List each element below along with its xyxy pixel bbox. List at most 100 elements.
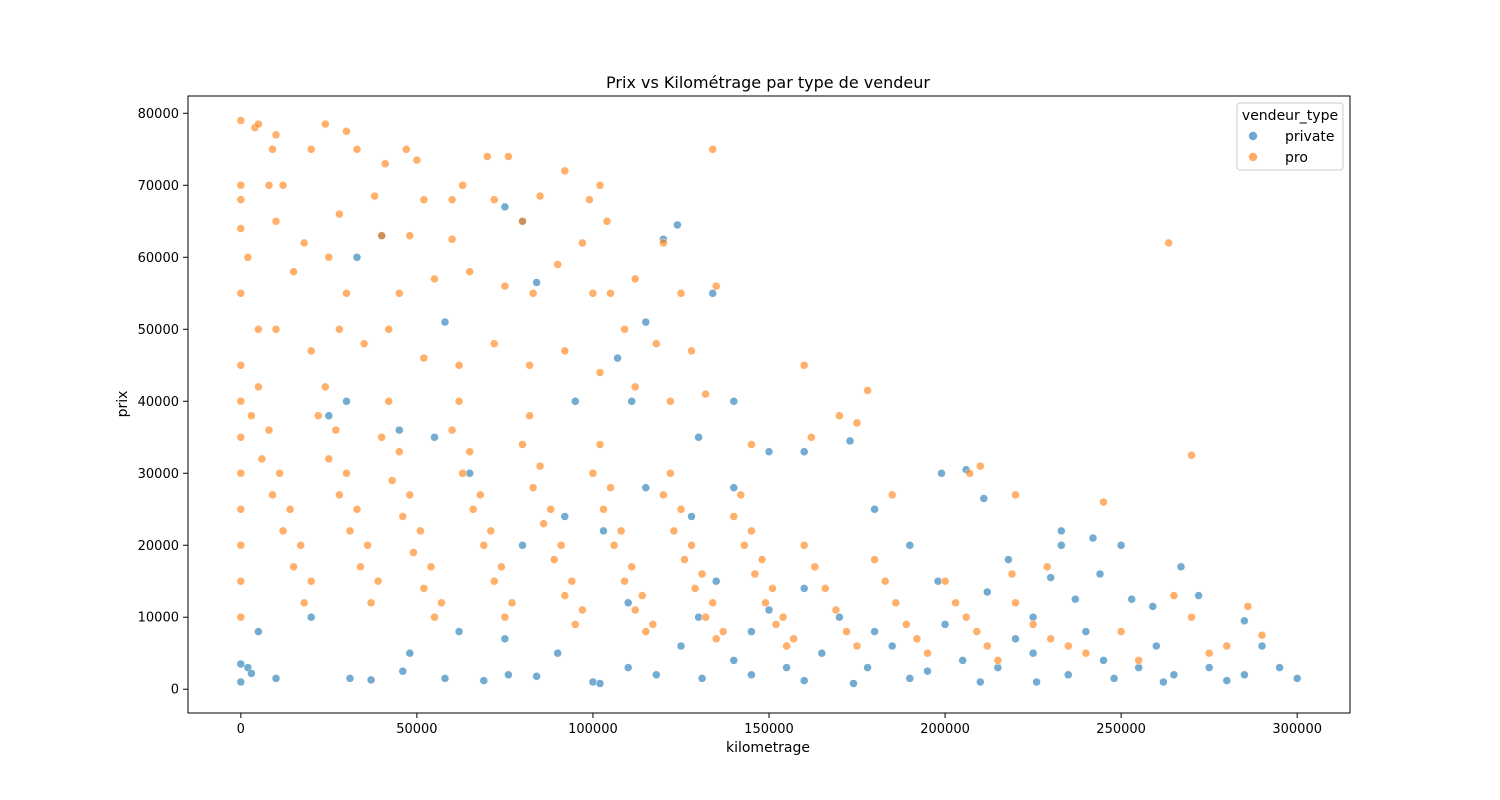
point-pro (1028, 620, 1038, 629)
x-tick-label: 0 (237, 722, 245, 737)
point-pro (676, 505, 686, 514)
point-private (479, 676, 489, 685)
point-pro (887, 490, 897, 500)
point-pro (342, 289, 351, 298)
point-private (1240, 670, 1249, 680)
point-pro (278, 526, 288, 536)
point-pro (363, 541, 372, 550)
point-pro (345, 526, 355, 536)
point-private (1057, 541, 1066, 550)
point-pro (299, 598, 309, 608)
point-pro (458, 181, 467, 190)
point-pro (490, 195, 499, 204)
point-pro (560, 166, 570, 176)
point-pro (1007, 569, 1017, 579)
point-pro (236, 116, 246, 125)
y-tick-label: 20000 (138, 539, 179, 554)
point-private (1046, 573, 1055, 582)
point-pro (560, 346, 570, 356)
y-tick-label: 50000 (138, 323, 179, 338)
point-private (1152, 641, 1161, 651)
point-private (306, 612, 316, 622)
point-private (405, 648, 415, 658)
point-private (933, 576, 943, 586)
points-layer (236, 116, 1302, 688)
point-pro (1164, 238, 1173, 248)
point-pro (373, 576, 383, 586)
x-tick-label: 50000 (396, 722, 437, 737)
point-private (366, 675, 376, 685)
point-private (729, 397, 739, 406)
point-pro (595, 368, 605, 377)
point-pro (359, 339, 369, 348)
point-private (518, 541, 527, 550)
point-pro (965, 469, 974, 478)
point-pro (321, 119, 330, 129)
x-tick-label: 200000 (920, 722, 970, 737)
x-axis-label: kilometrage (726, 740, 810, 756)
point-pro (740, 541, 749, 550)
point-private (627, 397, 636, 406)
point-pro (708, 598, 717, 608)
point-pro (666, 397, 675, 406)
point-pro (289, 267, 298, 276)
point-private (560, 512, 570, 521)
point-pro (525, 411, 534, 420)
point-private (623, 598, 633, 608)
point-pro (430, 612, 439, 622)
point-pro (447, 195, 457, 204)
point-pro (271, 217, 281, 226)
point-pro (384, 397, 393, 406)
point-pro (324, 454, 334, 464)
point-pro (370, 191, 379, 201)
point-pro (243, 253, 253, 262)
point-pro (236, 289, 246, 298)
point-pro (852, 418, 862, 428)
point-private (835, 612, 844, 622)
point-private (1134, 663, 1143, 672)
point-private (1240, 616, 1249, 626)
point-pro (697, 569, 707, 579)
point-pro (852, 641, 862, 651)
point-private (1109, 674, 1119, 683)
point-pro (528, 289, 538, 298)
point-pro (247, 411, 256, 420)
point-private (708, 289, 717, 298)
point-pro (940, 576, 950, 586)
point-pro (236, 361, 246, 370)
point-pro (983, 641, 992, 651)
legend-title: vendeur_type (1242, 108, 1338, 124)
point-pro (405, 231, 415, 240)
point-private (271, 674, 281, 683)
point-pro (539, 519, 548, 528)
point-pro (236, 576, 246, 586)
x-tick-label: 150000 (744, 722, 794, 737)
point-private (845, 436, 855, 446)
point-pro (976, 461, 985, 471)
point-private (1081, 627, 1091, 636)
point-pro (680, 555, 689, 564)
point-pro (380, 159, 390, 168)
point-pro (863, 386, 872, 395)
point-private (937, 469, 946, 478)
point-pro (609, 541, 619, 550)
point-private (940, 620, 950, 629)
point-pro (419, 584, 429, 593)
point-pro (659, 238, 668, 248)
point-pro (384, 325, 393, 334)
point-pro (254, 325, 263, 334)
point-private (1011, 634, 1020, 644)
point-pro (729, 512, 739, 521)
point-pro (366, 598, 376, 608)
point-private (1028, 648, 1038, 658)
point-private (1088, 533, 1098, 543)
point-pro (437, 598, 446, 608)
point-private (887, 641, 897, 651)
point-pro (352, 505, 362, 514)
point-private (352, 253, 362, 262)
legend-label-pro: pro (1285, 150, 1308, 166)
point-pro (602, 217, 612, 226)
point-private (1028, 612, 1038, 622)
point-pro (718, 627, 728, 636)
point-pro (951, 598, 960, 608)
